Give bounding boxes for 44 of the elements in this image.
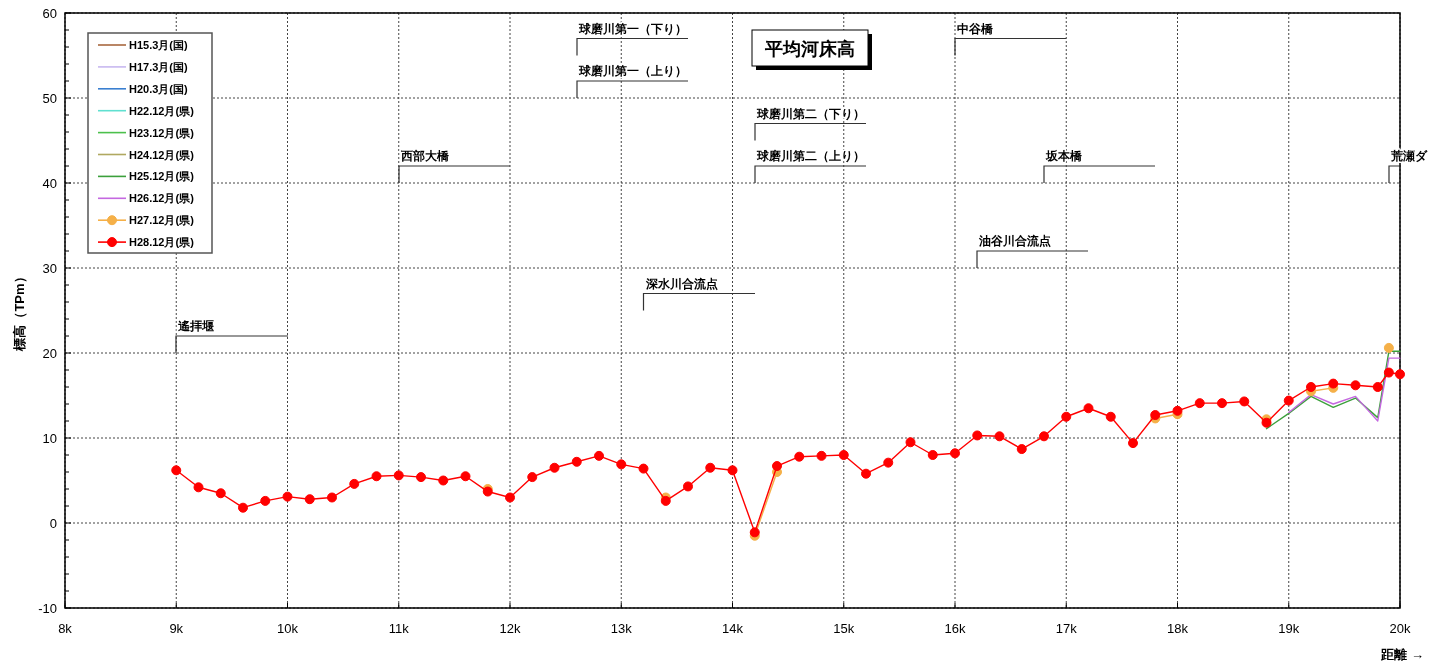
- x-tick-label: 19k: [1278, 621, 1300, 636]
- x-tick-label: 10k: [277, 621, 299, 636]
- x-tick-label: 14k: [722, 621, 744, 636]
- legend-label: H28.12月(県): [129, 236, 195, 249]
- x-axis-title: 距離 →: [1380, 647, 1424, 662]
- annotation: 遙拝堰: [177, 319, 214, 333]
- x-tick-label: 12k: [499, 621, 521, 636]
- x-tick-label: 15k: [833, 621, 855, 636]
- annotation: 油谷川合流点: [978, 234, 1051, 248]
- x-tick-label: 18k: [1167, 621, 1189, 636]
- annotation: 坂本橋: [1045, 149, 1083, 163]
- annotation: 球磨川第二（上り）: [756, 149, 865, 163]
- annotation: 深水川合流点: [644, 276, 718, 291]
- y-tick-label: 60: [42, 6, 57, 21]
- x-tick-label: 16k: [944, 621, 966, 636]
- y-tick-label: 30: [42, 261, 57, 276]
- legend-label: H15.3月(国): [129, 39, 189, 51]
- legend-label: H27.12月(県): [129, 214, 195, 227]
- legend-label: H20.3月(国): [129, 82, 189, 95]
- x-tick-label: 8k: [58, 621, 73, 636]
- legend-label: H24.12月(県): [129, 148, 195, 161]
- y-tick-label: 20: [42, 346, 57, 361]
- legend-label: H22.12月(県): [129, 104, 195, 117]
- x-tick-label: 9k: [169, 621, 184, 636]
- x-tick-label: 13k: [610, 621, 633, 636]
- legend-label: H17.3月(国): [129, 60, 189, 73]
- y-tick-label: 0: [49, 516, 57, 531]
- y-tick-label: 40: [42, 176, 57, 191]
- annotation: 球磨川第一（上り）: [578, 64, 687, 78]
- legend-label: H25.12月(県): [129, 170, 195, 183]
- annotation: 西部大橋: [400, 149, 450, 163]
- y-axis-title: 標高（TPm）: [12, 270, 27, 352]
- y-tick-label: 50: [42, 91, 57, 106]
- x-tick-label: 17k: [1055, 621, 1078, 636]
- x-tick-label: 20k: [1389, 621, 1411, 636]
- x-tick-label: 11k: [388, 621, 410, 636]
- annotation: 球磨川第二（下り）: [756, 106, 865, 121]
- annotation: 球磨川第一（下り）: [578, 21, 687, 36]
- annotation: 中谷橋: [957, 21, 994, 36]
- legend-label: H26.12月(県): [129, 192, 195, 205]
- y-tick-label: 10: [42, 431, 57, 446]
- legend-label: H23.12月(県): [129, 126, 195, 139]
- y-tick-label: -10: [38, 601, 57, 616]
- title: 平均河床高: [751, 29, 872, 70]
